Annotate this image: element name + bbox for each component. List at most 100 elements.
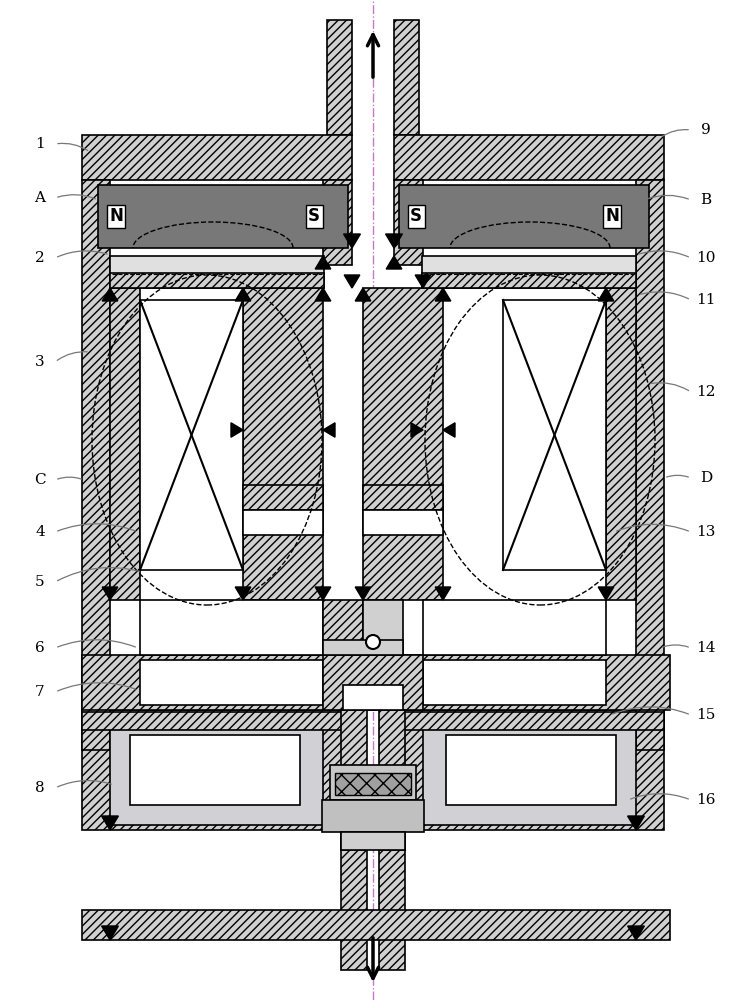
- Bar: [323, 640, 403, 655]
- Bar: [636, 180, 664, 750]
- Bar: [394, 135, 664, 180]
- Text: 6: 6: [35, 641, 45, 655]
- Bar: [423, 660, 606, 705]
- Text: S: S: [308, 207, 320, 225]
- Bar: [82, 910, 670, 940]
- Polygon shape: [316, 587, 330, 600]
- Text: D: D: [700, 471, 712, 485]
- Bar: [140, 600, 323, 655]
- Bar: [82, 135, 352, 180]
- Text: 7: 7: [35, 685, 45, 699]
- Text: B: B: [700, 193, 712, 207]
- Bar: [110, 273, 324, 288]
- Text: N: N: [605, 207, 619, 225]
- Bar: [110, 720, 323, 825]
- Bar: [130, 735, 300, 805]
- Text: 9: 9: [701, 123, 711, 137]
- Bar: [423, 600, 606, 655]
- Bar: [341, 710, 367, 850]
- Bar: [243, 510, 323, 535]
- Text: 2: 2: [35, 251, 45, 265]
- Polygon shape: [627, 816, 645, 830]
- Bar: [341, 830, 367, 970]
- Bar: [503, 300, 606, 570]
- Bar: [422, 256, 636, 288]
- Polygon shape: [598, 288, 614, 301]
- Bar: [140, 660, 323, 705]
- Text: 4: 4: [35, 525, 45, 539]
- Bar: [363, 485, 443, 510]
- Circle shape: [366, 635, 380, 649]
- Text: 11: 11: [696, 293, 715, 307]
- Text: 1: 1: [35, 137, 45, 151]
- Bar: [606, 288, 636, 600]
- Text: 3: 3: [35, 355, 45, 369]
- Bar: [82, 655, 670, 710]
- Polygon shape: [323, 423, 335, 437]
- Polygon shape: [627, 926, 645, 940]
- Bar: [323, 600, 363, 655]
- Text: N: N: [109, 207, 123, 225]
- Bar: [335, 773, 411, 795]
- Bar: [394, 712, 664, 730]
- Text: 8: 8: [35, 781, 45, 795]
- Bar: [399, 185, 649, 248]
- Polygon shape: [316, 256, 330, 269]
- Bar: [330, 765, 416, 800]
- Bar: [379, 710, 405, 850]
- Bar: [98, 185, 348, 248]
- Polygon shape: [235, 587, 251, 600]
- Bar: [82, 712, 352, 730]
- Polygon shape: [316, 288, 330, 301]
- Polygon shape: [598, 587, 614, 600]
- Bar: [327, 20, 352, 135]
- Bar: [422, 273, 636, 288]
- Text: 14: 14: [696, 641, 715, 655]
- Bar: [446, 735, 616, 805]
- Bar: [82, 180, 110, 750]
- Text: 13: 13: [696, 525, 715, 539]
- Bar: [394, 20, 419, 135]
- Bar: [341, 832, 405, 850]
- Polygon shape: [102, 288, 118, 301]
- Bar: [394, 710, 664, 830]
- Polygon shape: [344, 234, 360, 248]
- Text: 15: 15: [696, 708, 715, 722]
- Polygon shape: [386, 234, 402, 248]
- Polygon shape: [355, 587, 371, 600]
- Bar: [82, 710, 352, 830]
- Bar: [379, 830, 405, 970]
- Polygon shape: [235, 288, 251, 301]
- Text: 16: 16: [696, 793, 715, 807]
- Polygon shape: [231, 423, 243, 437]
- Bar: [423, 720, 636, 825]
- Bar: [323, 180, 352, 265]
- Polygon shape: [443, 423, 455, 437]
- Text: 5: 5: [35, 575, 45, 589]
- Bar: [343, 685, 403, 710]
- Polygon shape: [102, 587, 118, 600]
- Bar: [110, 256, 324, 288]
- Text: 12: 12: [696, 385, 715, 399]
- Polygon shape: [435, 288, 451, 301]
- Bar: [363, 510, 443, 535]
- Text: S: S: [410, 207, 422, 225]
- Bar: [243, 485, 323, 510]
- Polygon shape: [411, 423, 423, 437]
- Polygon shape: [355, 288, 371, 301]
- Bar: [363, 600, 403, 655]
- Bar: [322, 800, 424, 832]
- Polygon shape: [416, 275, 430, 288]
- Polygon shape: [344, 275, 360, 288]
- Text: C: C: [34, 473, 46, 487]
- Text: 10: 10: [696, 251, 715, 265]
- Polygon shape: [101, 816, 119, 830]
- Bar: [394, 180, 423, 265]
- Bar: [110, 288, 140, 600]
- Bar: [363, 288, 443, 600]
- Text: A: A: [34, 191, 46, 205]
- Bar: [140, 300, 243, 570]
- Polygon shape: [101, 926, 119, 940]
- Bar: [243, 288, 323, 600]
- Polygon shape: [386, 256, 402, 269]
